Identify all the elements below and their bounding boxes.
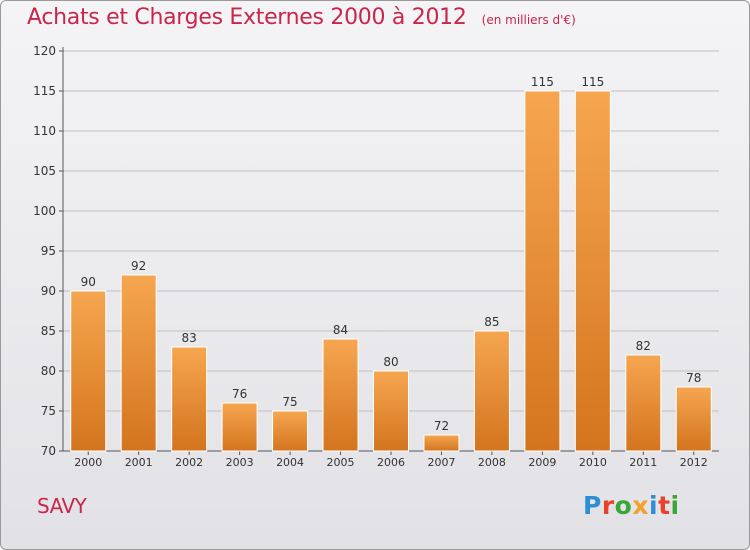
data-label: 92 <box>131 259 146 273</box>
x-tick-label: 2011 <box>629 456 657 469</box>
logo-letter: t <box>658 491 671 520</box>
title-row: Achats et Charges Externes 2000 à 2012 (… <box>27 5 576 30</box>
x-tick-label: 2010 <box>579 456 607 469</box>
x-tick-label: 2005 <box>327 456 355 469</box>
bar <box>322 338 359 452</box>
y-tick-label: 115 <box>33 84 56 98</box>
data-label: 90 <box>81 275 96 289</box>
bar <box>373 370 409 452</box>
y-tick-label: 70 <box>41 444 56 458</box>
y-tick-label: 90 <box>41 284 56 298</box>
x-tick-label: 2006 <box>377 456 405 469</box>
data-label: 83 <box>182 331 197 345</box>
y-tick-label: 110 <box>33 124 56 138</box>
data-label: 82 <box>636 339 651 353</box>
data-label: 85 <box>484 315 499 329</box>
bar <box>221 402 258 452</box>
logo-letter: i <box>649 491 659 520</box>
x-tick-label: 2008 <box>478 456 506 469</box>
bar <box>171 346 208 452</box>
logo-letter: P <box>583 491 602 520</box>
bar <box>120 274 157 452</box>
logo-letter: x <box>632 491 649 520</box>
x-tick-label: 2004 <box>276 456 304 469</box>
data-labels: 90 92 83 76 75 84 80 72 85 115 115 82 78 <box>81 75 702 433</box>
data-label: 76 <box>232 387 247 401</box>
bar <box>675 386 712 452</box>
data-label: 115 <box>531 75 554 89</box>
x-tick-label: 2012 <box>680 456 708 469</box>
commune-name: SAVY <box>37 494 87 518</box>
y-tick-label: 120 <box>33 44 56 58</box>
bar <box>473 330 510 452</box>
bar <box>524 90 561 452</box>
bar <box>423 434 460 452</box>
bar <box>70 290 107 452</box>
y-tick-label: 75 <box>41 404 56 418</box>
x-tick-label: 2007 <box>427 456 455 469</box>
bar <box>574 90 611 452</box>
x-tick-label: 2003 <box>226 456 254 469</box>
y-tick-label: 105 <box>33 164 56 178</box>
bars <box>70 90 712 452</box>
x-tick-label: 2009 <box>528 456 556 469</box>
logo-letter: i <box>670 491 680 520</box>
chart-title: Achats et Charges Externes 2000 à 2012 <box>27 5 467 30</box>
logo-letter: o <box>614 491 633 520</box>
y-tick-label: 80 <box>41 364 56 378</box>
y-tick-label: 85 <box>41 324 56 338</box>
bar <box>625 354 662 452</box>
x-tick-label: 2000 <box>74 456 102 469</box>
chart-subtitle: (en milliers d'€) <box>481 13 576 27</box>
x-tick-label: 2002 <box>175 456 203 469</box>
data-label: 84 <box>333 323 348 337</box>
y-tick-label: 100 <box>33 204 56 218</box>
data-label: 115 <box>581 75 604 89</box>
y-tick-label: 95 <box>41 244 56 258</box>
logo-letter: r <box>601 491 615 520</box>
data-label: 72 <box>434 419 449 433</box>
bar <box>272 410 309 452</box>
proxiti-logo[interactable]: Proxiti <box>583 491 680 520</box>
data-label: 78 <box>686 371 701 385</box>
x-tick-label: 2001 <box>125 456 153 469</box>
data-label: 75 <box>282 395 297 409</box>
data-label: 80 <box>383 355 398 369</box>
